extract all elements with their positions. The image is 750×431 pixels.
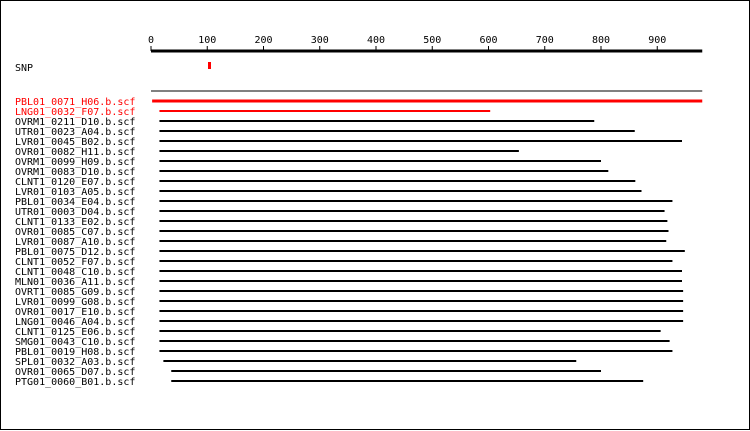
read-name[interactable]: OVRM1_0211_D10.b.scf [15, 117, 135, 128]
ruler-tick-label: 100 [198, 35, 216, 46]
read-row: CLNT1_0052_F07.b.scf [15, 257, 673, 268]
read-name[interactable]: OVR01_0065_D07.b.scf [15, 367, 135, 378]
read-row: PTG01_0060_B01.b.scf [15, 377, 644, 388]
read-row: PBL01_0034_E04.b.scf [15, 197, 673, 208]
snp-marker [208, 62, 211, 69]
ruler-tick-label: 900 [648, 35, 666, 46]
read-row: OVR01_0017_E10.b.scf [15, 307, 684, 318]
read-row: UTR01_0003_D04.b.scf [15, 207, 665, 218]
read-row: LVR01_0099_G08.b.scf [15, 297, 684, 308]
read-row: UTR01_0023_A04.b.scf [15, 127, 635, 138]
read-name[interactable]: CLNT1_0133_E02.b.scf [15, 217, 135, 228]
read-name[interactable]: OVR01_0085_C07.b.scf [15, 227, 135, 238]
read-name[interactable]: MLN01_0036_A11.b.scf [15, 277, 135, 288]
read-name[interactable]: CLNT1_0125_E06.b.scf [15, 327, 135, 338]
ruler-tick-label: 500 [423, 35, 441, 46]
read-list: PBL01_0071_H06.b.scfLNG01_0032_F07.b.scf… [15, 97, 703, 388]
read-row: PBL01_0071_H06.b.scf [15, 97, 703, 108]
read-row: OVRM1_0083_D10.b.scf [15, 167, 609, 178]
read-name[interactable]: OVRT1_0085_G09.b.scf [15, 287, 135, 298]
read-name[interactable]: UTR01_0023_A04.b.scf [15, 127, 135, 138]
read-row: OVR01_0065_D07.b.scf [15, 367, 601, 378]
read-name[interactable]: CLNT1_0120_E07.b.scf [15, 177, 135, 188]
ruler-tick-label: 300 [311, 35, 329, 46]
read-name[interactable]: LVR01_0099_G08.b.scf [15, 297, 135, 308]
read-name[interactable]: PBL01_0075_D12.b.scf [15, 247, 135, 258]
read-row: CLNT1_0125_E06.b.scf [15, 327, 661, 338]
read-name[interactable]: OVRM1_0099_H09.b.scf [15, 157, 135, 168]
snp-track: SNP [15, 62, 211, 74]
ruler-tick-label: 700 [536, 35, 554, 46]
read-name[interactable]: UTR01_0003_D04.b.scf [15, 207, 135, 218]
read-row: SPL01_0032_A03.b.scf [15, 357, 577, 368]
read-name[interactable]: OVR01_0017_E10.b.scf [15, 307, 135, 318]
ruler-tick-label: 0 [148, 35, 154, 46]
read-name[interactable]: SPL01_0032_A03.b.scf [15, 357, 135, 368]
read-row: PBL01_0019_H08.b.scf [15, 347, 673, 358]
read-row: OVRT1_0085_G09.b.scf [15, 287, 684, 298]
read-row: LNG01_0032_F07.b.scf [15, 107, 491, 118]
read-row: CLNT1_0133_E02.b.scf [15, 217, 668, 228]
read-row: LVR01_0045_B02.b.scf [15, 137, 682, 148]
read-name[interactable]: PBL01_0034_E04.b.scf [15, 197, 135, 208]
read-name[interactable]: LVR01_0045_B02.b.scf [15, 137, 135, 148]
read-row: SMG01_0043_C10.b.scf [15, 337, 670, 348]
read-name[interactable]: LNG01_0046_A04.b.scf [15, 317, 135, 328]
read-row: LVR01_0087_A10.b.scf [15, 237, 667, 248]
position-ruler: 0 100 200 300 400 500 600 700 800 900 [148, 35, 703, 53]
read-row: LVR01_0103_A05.b.scf [15, 187, 642, 198]
snp-label: SNP [15, 63, 33, 74]
read-name[interactable]: LVR01_0103_A05.b.scf [15, 187, 135, 198]
read-name[interactable]: CLNT1_0052_F07.b.scf [15, 257, 135, 268]
ruler-tick-label: 400 [367, 35, 385, 46]
read-row: PBL01_0075_D12.b.scf [15, 247, 685, 258]
read-row: MLN01_0036_A11.b.scf [15, 277, 682, 288]
read-row: OVR01_0085_C07.b.scf [15, 227, 669, 238]
read-row: OVRM1_0211_D10.b.scf [15, 117, 595, 128]
ruler-tick-label: 200 [254, 35, 272, 46]
read-name[interactable]: OVR01_0082_H11.b.scf [15, 147, 135, 158]
read-name[interactable]: PBL01_0071_H06.b.scf [15, 97, 135, 108]
read-row: OVR01_0082_H11.b.scf [15, 147, 519, 158]
read-row: OVRM1_0099_H09.b.scf [15, 157, 601, 168]
read-name[interactable]: LVR01_0087_A10.b.scf [15, 237, 135, 248]
read-row: CLNT1_0048_C10.b.scf [15, 267, 682, 278]
read-name[interactable]: LNG01_0032_F07.b.scf [15, 107, 135, 118]
read-name[interactable]: OVRM1_0083_D10.b.scf [15, 167, 135, 178]
read-row: LNG01_0046_A04.b.scf [15, 317, 684, 328]
ruler-tick-label: 800 [592, 35, 610, 46]
read-name[interactable]: CLNT1_0048_C10.b.scf [15, 267, 135, 278]
read-name[interactable]: PBL01_0019_H08.b.scf [15, 347, 135, 358]
read-name[interactable]: PTG01_0060_B01.b.scf [15, 377, 135, 388]
read-row: CLNT1_0120_E07.b.scf [15, 177, 636, 188]
ruler-tick-label: 600 [479, 35, 497, 46]
read-name[interactable]: SMG01_0043_C10.b.scf [15, 337, 135, 348]
